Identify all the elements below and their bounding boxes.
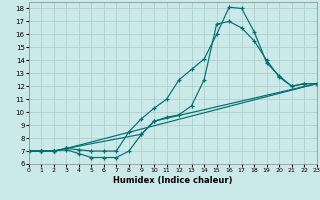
X-axis label: Humidex (Indice chaleur): Humidex (Indice chaleur) (113, 176, 233, 185)
